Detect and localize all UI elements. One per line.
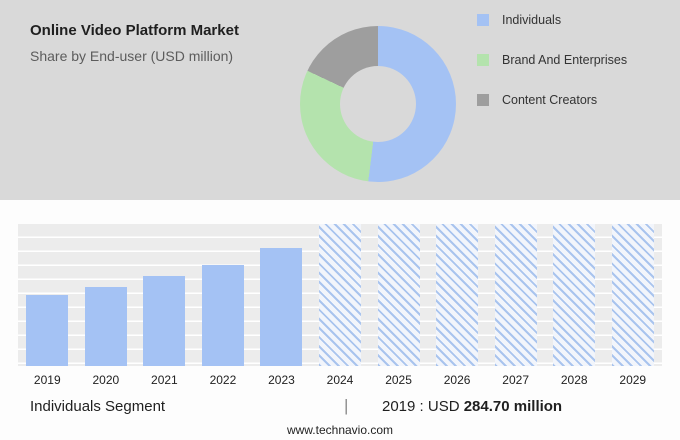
x-label-2023: 2023	[268, 373, 295, 387]
header-panel: Online Video Platform Market Share by En…	[0, 0, 680, 200]
legend-label: Content Creators	[502, 92, 598, 107]
bar-2019	[26, 295, 69, 366]
bar-slot-2022	[194, 224, 253, 366]
x-label-2022: 2022	[209, 373, 237, 387]
legend: Individuals Brand And Enterprises Conten…	[477, 13, 627, 133]
footer-separator: |	[344, 396, 349, 415]
x-label-2024: 2024	[326, 373, 354, 387]
legend-item-individuals: Individuals	[477, 12, 627, 27]
bar-slot-2025	[369, 224, 428, 366]
x-label-2019: 2019	[33, 373, 61, 387]
bar-slot-2029	[603, 224, 662, 366]
forecast-bar-2025	[377, 224, 420, 366]
bar-slot-2020	[77, 224, 136, 366]
bar-slot-2021	[135, 224, 194, 366]
legend-label: Individuals	[502, 12, 562, 27]
donut-chart	[300, 26, 456, 182]
x-labels: 2019 2020 2021 2022 2023 2024 2025 2026 2027 2028…	[18, 373, 662, 387]
forecast-bar-2028	[553, 224, 596, 366]
bars	[18, 224, 662, 366]
legend-swatch-brand-and-enterprises	[477, 53, 489, 66]
bar-2021	[143, 275, 186, 366]
bar-slot-2023	[252, 224, 311, 366]
bar-slot-2026	[428, 224, 487, 366]
page-title: Online Video Platform Market	[30, 22, 239, 39]
forecast-bar-2027	[494, 224, 537, 366]
footer: Individuals Segment | 2019 : USD 284.70 …	[0, 396, 680, 420]
forecast-bar-2026	[436, 224, 479, 366]
x-label-2029: 2029	[619, 373, 647, 387]
website-url: www.technavio.com	[286, 423, 394, 437]
bar-slot-2027	[486, 224, 545, 366]
page-subtitle: Share by End-user (USD million)	[30, 48, 234, 64]
x-label-2021: 2021	[151, 373, 178, 387]
bar-slot-2024	[311, 224, 370, 366]
bar-slot-2019	[18, 224, 77, 366]
x-label-2028: 2028	[560, 373, 588, 387]
bar-2023	[260, 248, 303, 366]
legend-item-brand-and-enterprises: Brand And Enterprises	[477, 52, 628, 67]
footer-value: 2019 : USD 284.70 million	[382, 398, 562, 415]
legend-swatch-individuals	[477, 13, 489, 26]
legend-item-content-creators: Content Creators	[477, 92, 627, 107]
bar-chart-section: 2019 2020 2021 2022 2023 2024 2025 2026 2027 2028…	[0, 200, 680, 440]
legend-label: Brand And Enterprises	[502, 52, 628, 67]
x-label-2020: 2020	[92, 373, 120, 387]
donut-hole	[340, 66, 416, 142]
x-label-2025: 2025	[385, 373, 412, 387]
bar-slot-2028	[545, 224, 604, 366]
bar-2022	[201, 264, 244, 366]
footer-value-bold: 284.70 million	[463, 398, 563, 415]
x-label-2026: 2026	[443, 373, 471, 387]
forecast-bar-2024	[319, 224, 361, 366]
bar-2020	[84, 287, 127, 366]
segment-label: Individuals Segment	[30, 398, 166, 415]
legend-swatch-content-creators	[477, 93, 489, 106]
footer-value-prefix: 2019 : USD	[382, 398, 464, 415]
forecast-bar-2029	[611, 224, 654, 366]
x-label-2027: 2027	[502, 373, 529, 387]
